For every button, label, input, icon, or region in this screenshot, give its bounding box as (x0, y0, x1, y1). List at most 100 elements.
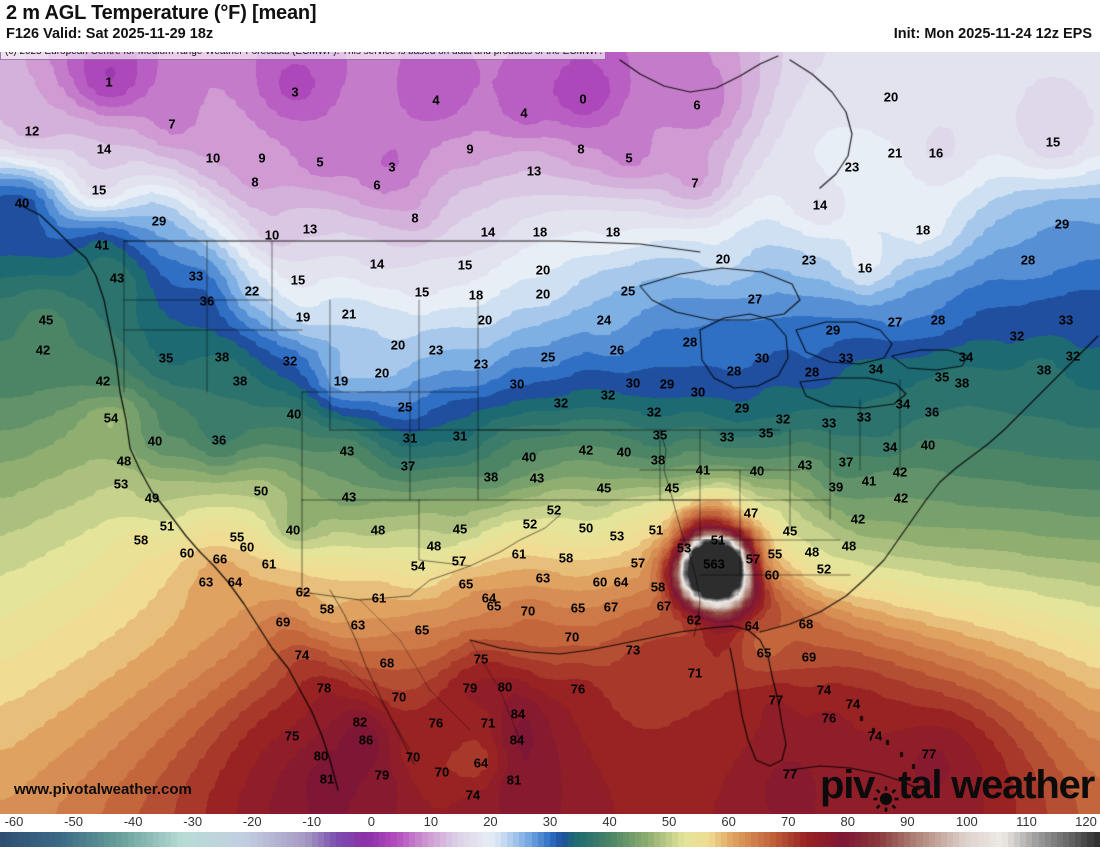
colorbar-segment (891, 832, 899, 847)
colorbar-tick: 20 (483, 814, 498, 829)
colorbar-segment (464, 832, 471, 847)
colorbar-tick: -20 (242, 814, 262, 829)
colorbar-tick: 60 (721, 814, 736, 829)
colorbar-segment (140, 832, 147, 847)
colorbar-segment (806, 832, 813, 847)
colorbar-segment (299, 832, 306, 847)
valid-time-label: F126 Valid: Sat 2025-11-29 18z (6, 26, 214, 42)
colorbar-segment (403, 832, 410, 847)
colorbar-segment (421, 832, 428, 847)
colorbar-segment (928, 832, 935, 847)
colorbar-segment (122, 832, 129, 847)
colorbar-gradient (0, 832, 1100, 847)
colorbar-segment (592, 832, 599, 847)
colorbar-tick: 120 (1075, 814, 1097, 829)
colorbar-segment (940, 832, 947, 847)
colorbar-segment (543, 832, 550, 847)
colorbar-segment (555, 832, 563, 847)
colorbar-segment (849, 832, 856, 847)
colorbar-segment (244, 832, 251, 847)
colorbar-segment (745, 832, 752, 847)
colorbar-segment (959, 832, 966, 847)
colorbar-segment (336, 832, 343, 847)
colorbar-segment (391, 832, 398, 847)
colorbar-segment (91, 832, 98, 847)
colorbar-segment (36, 832, 43, 847)
colorbar-segment (476, 832, 483, 847)
colorbar-segment (232, 832, 239, 847)
colorbar-segment (782, 832, 789, 847)
colorbar-segment (653, 832, 660, 847)
colorbar-segment (152, 832, 159, 847)
colorbar-segment (953, 832, 960, 847)
colorbar-segment (226, 832, 233, 847)
colorbar-segment (458, 832, 465, 847)
colorbar-segment (934, 832, 941, 847)
colorbar-segment (97, 832, 104, 847)
colorbar-segment (830, 832, 837, 847)
temperature-raster (0, 52, 1100, 814)
colorbar-segment (30, 832, 37, 847)
colorbar-segment (604, 832, 611, 847)
colorbar-segment (794, 832, 801, 847)
colorbar-segment (12, 832, 19, 847)
colorbar-tick: 30 (542, 814, 558, 829)
colorbar-segment (812, 832, 819, 847)
colorbar-segment (965, 832, 972, 847)
colorbar-segment (262, 832, 269, 847)
colorbar-segment (720, 832, 728, 847)
colorbar-segment (183, 832, 190, 847)
colorbar-tick: 110 (1016, 814, 1037, 829)
colorbar-segment (879, 832, 886, 847)
colorbar-segment (24, 832, 31, 847)
colorbar-segment (788, 832, 795, 847)
colorbar-segment (513, 832, 520, 847)
logo-text-post: tal weather (898, 763, 1095, 807)
colorbar-tick: 90 (900, 814, 915, 829)
colorbar-segment (855, 832, 862, 847)
colorbar-segment (995, 832, 1002, 847)
colorbar-segment (659, 832, 666, 847)
colorbar-segment (1050, 832, 1057, 847)
colorbar-segment (843, 832, 850, 847)
colorbar-tick: 0 (367, 814, 375, 829)
colorbar-segment (427, 832, 434, 847)
colorbar-tick: 100 (956, 814, 978, 829)
colorbar-segment (482, 832, 489, 847)
colorbar-segment (1026, 832, 1033, 847)
colorbar-segment (714, 832, 721, 847)
temperature-map[interactable]: 1 3 12 7 14 10 9 5 15 8 6 3 40 29 10 13 8 41 43 9 4 4 0 8 13 5 14 1… (0, 52, 1100, 814)
colorbar-tick: 70 (780, 814, 796, 829)
colorbar-segment (1093, 832, 1100, 847)
colorbar-segment (989, 832, 996, 847)
colorbar-segment (800, 832, 807, 847)
colorbar-segment (1032, 832, 1039, 847)
colorbar-segment (54, 832, 62, 847)
colorbar-segment (1014, 832, 1021, 847)
colorbar-segment (470, 832, 477, 847)
colorbar-segment (525, 832, 532, 847)
colorbar-segment (586, 832, 593, 847)
colorbar-segment (708, 832, 715, 847)
colorbar-segment (1001, 832, 1009, 847)
colorbar-segment (48, 832, 55, 847)
colorbar-segment (0, 832, 7, 847)
colorbar-segment (372, 832, 379, 847)
colorbar-tick: -40 (123, 814, 143, 829)
colorbar-segment (409, 832, 416, 847)
colorbar-segment (219, 832, 227, 847)
colorbar-segment (904, 832, 911, 847)
colorbar-segment (177, 832, 184, 847)
colorbar-segment (488, 832, 495, 847)
colorbar-segment (824, 832, 831, 847)
colorbar-segment (971, 832, 978, 847)
colorbar-segment (1075, 832, 1082, 847)
colorbar-segment (867, 832, 874, 847)
colorbar-segment (519, 832, 526, 847)
colorbar-segment (134, 832, 141, 847)
colorbar-segment (18, 832, 25, 847)
colorbar-segment (201, 832, 208, 847)
colorbar[interactable]: -60 -50 -40 -30 -20 -10 0 10 20 30 40 50 60 70 80 90 100… (0, 814, 1100, 850)
colorbar-segment (757, 832, 764, 847)
